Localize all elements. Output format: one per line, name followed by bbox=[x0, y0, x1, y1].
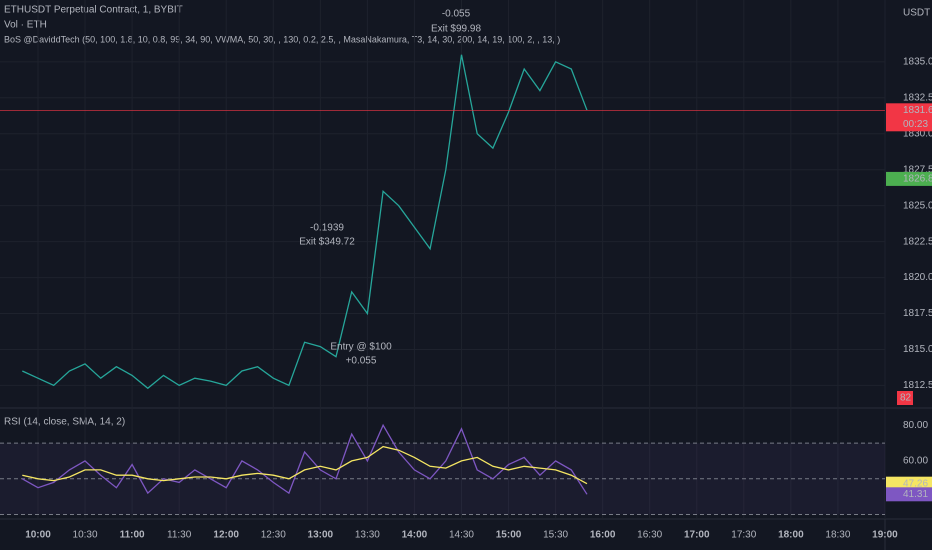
price-marker-label: 41.31 bbox=[903, 489, 928, 500]
price-marker bbox=[886, 487, 932, 502]
price-marker-label: 1831.63 bbox=[903, 105, 932, 116]
x-tick-label: 11:00 bbox=[120, 530, 145, 541]
price-marker bbox=[886, 171, 932, 186]
x-tick-label: 11:30 bbox=[167, 530, 192, 541]
annotation: +0.055 bbox=[346, 356, 377, 367]
x-tick-label: 13:30 bbox=[355, 530, 380, 541]
x-tick-label: 13:00 bbox=[308, 530, 334, 541]
y-tick-label: 1832.50 bbox=[903, 92, 932, 103]
y-tick-label: 1827.50 bbox=[903, 164, 932, 175]
x-tick-label: 14:00 bbox=[402, 530, 428, 541]
y-tick-label: 60.00 bbox=[903, 456, 928, 467]
annotation: Entry @ $100 bbox=[330, 342, 392, 353]
x-tick-label: 12:30 bbox=[261, 530, 286, 541]
price-marker bbox=[886, 103, 932, 132]
price-line bbox=[22, 54, 588, 390]
x-tick-label: 10:30 bbox=[73, 530, 98, 541]
price-line bbox=[21, 423, 588, 495]
x-tick-label: 18:00 bbox=[778, 530, 804, 541]
x-tick-label: 10:00 bbox=[25, 530, 51, 541]
y-tick-label: 1835.00 bbox=[903, 56, 932, 67]
x-tick-label: 15:00 bbox=[496, 530, 522, 541]
chart-title: ETHUSDT Perpetual Contract, 1, BYBIT bbox=[4, 5, 183, 16]
indicator-title: BoS @DaviddTech (50, 100, 1.8, 10, 0.8, … bbox=[4, 34, 560, 44]
volume-label: 82 bbox=[900, 393, 912, 404]
y-tick-label: 1825.00 bbox=[903, 200, 932, 211]
countdown: 00:23 bbox=[903, 119, 928, 130]
y-tick-label: 1822.50 bbox=[903, 236, 932, 247]
y-tick-label: 1830.00 bbox=[903, 128, 932, 139]
x-tick-label: 14:30 bbox=[449, 530, 474, 541]
rsi-title: RSI (14, close, SMA, 14, 2) bbox=[4, 417, 125, 428]
x-tick-label: 15:30 bbox=[543, 530, 568, 541]
x-tick-label: 19:00 bbox=[872, 530, 898, 541]
price-line bbox=[22, 445, 588, 485]
x-tick-label: 12:00 bbox=[213, 530, 239, 541]
y-tick-label: 1820.00 bbox=[903, 272, 932, 283]
axis-unit: USDT bbox=[903, 8, 930, 19]
price-marker-label: 47.26 bbox=[903, 478, 928, 489]
y-tick-label: 1815.00 bbox=[903, 344, 932, 355]
annotation: Exit $99.98 bbox=[431, 24, 481, 35]
x-tick-label: 17:00 bbox=[684, 530, 710, 541]
x-tick-label: 16:00 bbox=[590, 530, 616, 541]
volume-marker bbox=[897, 391, 913, 405]
annotation: -0.1939 bbox=[310, 223, 344, 234]
y-tick-label: 1812.50 bbox=[903, 380, 932, 391]
volume-title: Vol · ETH bbox=[4, 20, 47, 31]
price-marker bbox=[886, 476, 932, 491]
y-tick-label: 80.00 bbox=[903, 420, 928, 431]
x-tick-label: 17:30 bbox=[731, 530, 756, 541]
price-marker-label: 1826.86 bbox=[903, 174, 932, 185]
y-tick-label: 1817.50 bbox=[903, 308, 932, 319]
annotation: -0.055 bbox=[442, 9, 471, 20]
annotation: Exit $349.72 bbox=[299, 237, 355, 248]
x-tick-label: 18:30 bbox=[825, 530, 850, 541]
x-tick-label: 16:30 bbox=[637, 530, 662, 541]
